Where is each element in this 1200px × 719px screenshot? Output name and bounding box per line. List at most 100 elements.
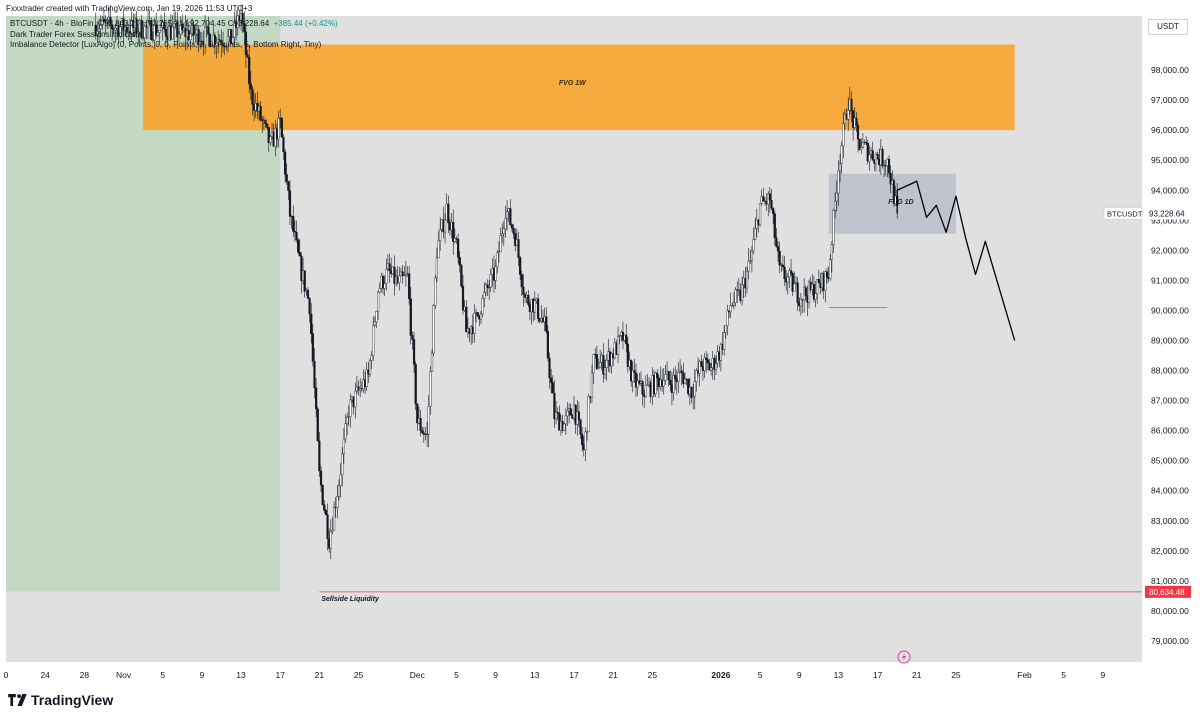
candle [210,44,213,47]
candle-body [341,453,344,476]
candle-body [308,298,311,315]
candle [871,141,874,161]
x-tick-label: 0 [4,670,9,680]
candle [494,259,497,290]
candle-body [484,284,487,293]
candle [452,209,455,256]
candle [303,270,306,298]
candle [786,272,789,295]
candle-body [377,291,380,312]
candle [579,418,582,439]
candle-body [499,235,502,252]
candle-body [102,18,106,22]
candle-body [674,375,677,380]
candle-body [840,145,843,164]
candle [850,91,853,122]
candle [398,266,401,291]
candle [336,484,339,519]
y-tick-label: 84,000.00 [1151,486,1189,496]
candle [481,294,484,318]
candle [683,372,687,385]
candle-body [373,321,376,326]
legend-symbol[interactable]: BTCUSDT · 4h · BloFin [10,19,94,28]
candle [150,17,153,41]
candle [504,205,507,238]
candle-body [486,284,489,289]
candle [832,208,835,254]
candle-body [680,370,683,373]
candle [331,516,334,535]
candle [460,263,463,289]
candle [860,138,863,154]
candle [705,351,708,373]
candle [197,25,200,53]
candle-body [210,45,213,47]
candle [486,279,489,296]
candle-body [519,257,522,275]
candle [173,11,176,41]
chart-legend[interactable]: BTCUSDT · 4h · BloFin O92,843.20 H93,265… [10,19,338,51]
candle [306,287,310,300]
candle [365,362,368,392]
fvg-1d-label: FVG 1D [888,199,913,206]
candle-body [654,372,657,395]
fvg-1w-zone [143,44,1015,131]
price-chart[interactable]: FVG 1W FVG 1D Sellside Liquidity 98,000.0… [0,0,1200,690]
candle-body [315,387,318,410]
y-tick-label: 97,000.00 [1151,95,1189,105]
candle [388,253,391,283]
currency-button[interactable]: USDT [1148,19,1188,35]
candle-body [207,26,210,35]
candle [251,85,254,116]
candle-body [156,32,159,36]
candle-body [646,384,649,386]
candle-body [447,203,450,224]
candle-body [489,274,492,288]
candle-body [564,415,567,425]
candle-body [842,123,845,147]
candle-body [267,127,270,144]
legend-indicator-sessions[interactable]: Dark Trader Forex Sessions Indicator [10,29,143,39]
y-tick-label: 94,000.00 [1151,185,1189,195]
candle-body [443,219,447,233]
candle [430,349,434,372]
y-tick-label: 96,000.00 [1151,125,1189,135]
candle-body [189,33,192,41]
candle [370,351,373,370]
candle [509,199,512,226]
candle-body [259,106,262,120]
x-tick-label: 2026 [711,670,730,680]
candle [838,153,842,183]
candle [791,271,794,297]
candle-body [455,238,458,240]
candle [517,231,520,267]
candle [311,324,314,367]
candle-body [517,239,520,258]
candle-body [354,390,357,408]
candle-body [837,170,840,194]
x-tick-label: 25 [354,670,364,680]
candle-body [284,151,287,175]
candles-layer [94,4,899,560]
candle-body [194,33,197,36]
lightning-icon [897,650,911,664]
candle-body [825,271,829,278]
candle-body [781,264,785,268]
legend-indicator-imbalance[interactable]: Imbalance Detector [LuxAlgo] (0, Points,… [10,40,322,49]
candle [457,233,460,264]
candle-body [388,263,391,271]
candle-body [324,510,328,516]
candle [213,32,217,55]
candle [595,345,598,370]
candle-body [298,252,301,257]
candle [646,374,649,386]
tradingview-logo[interactable]: TradingView [8,692,113,708]
candle-body [414,364,417,405]
candle [403,266,406,277]
candle [812,276,816,303]
candle-body [159,27,163,31]
candle [825,267,829,284]
candle [672,368,675,401]
candle-body [426,433,429,435]
candle [244,25,248,68]
